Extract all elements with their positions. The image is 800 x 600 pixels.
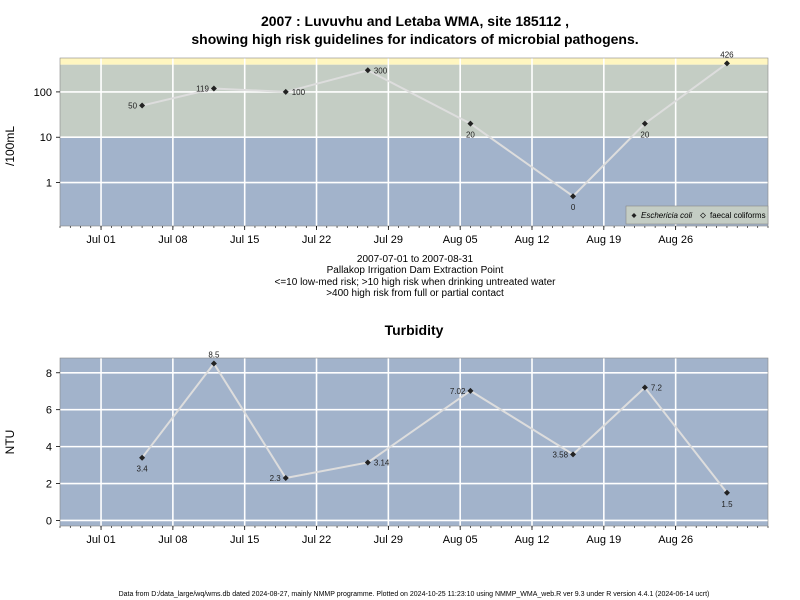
x-tick-label: Jul 29 bbox=[374, 534, 403, 546]
chart1-title-line2: showing high risk guidelines for indicat… bbox=[191, 31, 638, 47]
data-point bbox=[723, 489, 730, 496]
x-tick-label: Aug 19 bbox=[586, 234, 621, 246]
chart2-points bbox=[139, 360, 730, 496]
x-tick-label: Aug 19 bbox=[586, 534, 621, 546]
data-label: 8.5 bbox=[208, 351, 220, 360]
chart2-background bbox=[60, 358, 768, 526]
x-tick-label: Aug 12 bbox=[515, 534, 550, 546]
y-tick-label: 100 bbox=[34, 87, 52, 99]
plot-frame bbox=[59, 57, 769, 227]
data-label: 300 bbox=[374, 66, 388, 75]
chart2-series-line bbox=[141, 361, 728, 494]
data-label: 3.14 bbox=[374, 458, 390, 467]
series-line bbox=[141, 361, 728, 494]
chart2-y-axis: 0 2 4 6 8 bbox=[46, 368, 60, 527]
x-tick-label: Jul 29 bbox=[374, 234, 403, 246]
series-line bbox=[141, 62, 728, 198]
chart2-data-labels: 3.4 8.5 2.3 3.14 7.02 3.58 7.2 1.5 bbox=[137, 351, 734, 509]
data-point bbox=[641, 384, 648, 391]
plot-frame bbox=[59, 357, 769, 527]
footer-note: Data from D:/data_large/wq/wms.db dated … bbox=[119, 591, 710, 598]
y-tick-label: 4 bbox=[46, 442, 52, 454]
data-point bbox=[282, 475, 289, 481]
x-tick-label: Jul 22 bbox=[302, 534, 331, 546]
x-tick-label: Jul 22 bbox=[302, 234, 331, 246]
data-label: 1.5 bbox=[721, 500, 733, 509]
legend-entry-ecoli: Eschericia coli bbox=[641, 211, 692, 220]
y-tick-label: 1 bbox=[46, 178, 52, 190]
data-point bbox=[364, 67, 371, 74]
chart2-y-axis-label: NTU bbox=[3, 430, 17, 455]
x-tick-label: Aug 05 bbox=[443, 534, 478, 546]
x-tick-label: Aug 12 bbox=[515, 234, 550, 246]
y-tick-label: 6 bbox=[46, 405, 52, 417]
chart1-site-name: Pallakop Irrigation Dam Extraction Point bbox=[327, 265, 504, 276]
chart1-points bbox=[139, 60, 730, 200]
plot-area bbox=[60, 358, 768, 526]
chart1-series-line bbox=[141, 62, 728, 198]
x-tick-label: Jul 01 bbox=[86, 234, 115, 246]
data-label: 7.2 bbox=[651, 384, 663, 393]
y-tick-label: 8 bbox=[46, 368, 52, 380]
legend-marker-faecal bbox=[700, 212, 706, 219]
chart1-y-axis-label: /100mL bbox=[3, 126, 17, 166]
data-label: 20 bbox=[466, 131, 475, 140]
chart1-x-axis: Jul 01 Jul 08 Jul 15 Jul 22 Jul 29 Aug 05 Aug … bbox=[59, 226, 769, 246]
data-label: 100 bbox=[292, 88, 306, 97]
chart1-background bbox=[60, 58, 768, 226]
data-point bbox=[467, 387, 474, 394]
chart1-risk-note-1: <=10 low-med risk; >10 high risk when dr… bbox=[275, 277, 557, 288]
x-tick-label: Jul 01 bbox=[86, 534, 115, 546]
data-point bbox=[723, 60, 730, 67]
chart2-title: Turbidity bbox=[385, 322, 444, 338]
x-tick-label: Jul 15 bbox=[230, 234, 259, 246]
data-label: 119 bbox=[196, 84, 209, 93]
chart2-grid bbox=[59, 357, 769, 527]
data-point bbox=[210, 360, 217, 367]
risk-band-2 bbox=[60, 58, 768, 65]
chart1-date-range: 2007-07-01 to 2007-08-31 bbox=[357, 254, 474, 265]
x-tick-label: Jul 08 bbox=[158, 534, 187, 546]
data-label: 426 bbox=[720, 50, 734, 59]
data-point bbox=[139, 102, 146, 109]
data-label: 50 bbox=[128, 102, 137, 111]
chart1-data-labels: 50 119 100 300 20 0 20 426 bbox=[128, 50, 734, 212]
x-tick-label: Aug 26 bbox=[658, 234, 693, 246]
data-label: 20 bbox=[640, 131, 649, 140]
data-point bbox=[570, 451, 577, 458]
chart1-grid bbox=[59, 57, 769, 227]
y-tick-label: 0 bbox=[46, 515, 52, 527]
data-point bbox=[364, 459, 371, 466]
data-label: 3.58 bbox=[552, 450, 568, 459]
risk-band-1 bbox=[60, 64, 768, 138]
chart1-title: 2007 : Luvuvhu and Letaba WMA, site 1851… bbox=[261, 13, 569, 29]
y-tick-label: 2 bbox=[46, 479, 52, 491]
data-point bbox=[570, 193, 577, 200]
data-point bbox=[467, 120, 474, 127]
data-point bbox=[641, 120, 648, 127]
data-label: 0 bbox=[571, 203, 576, 212]
legend-entry-faecal: faecal coliforms bbox=[710, 211, 766, 220]
x-tick-label: Aug 05 bbox=[443, 234, 478, 246]
data-point bbox=[210, 85, 217, 92]
chart1-risk-note-2: >400 high risk from full or partial cont… bbox=[326, 288, 504, 299]
y-tick-label: 10 bbox=[40, 132, 52, 144]
x-tick-label: Jul 08 bbox=[158, 234, 187, 246]
chart1-legend: Eschericia coli faecal coliforms bbox=[625, 205, 769, 225]
chart2-x-axis: Jul 01 Jul 08 Jul 15 Jul 22 Jul 29 Aug 05 Aug … bbox=[59, 526, 769, 546]
legend-marker-ecoli bbox=[631, 213, 637, 218]
legend-box bbox=[625, 205, 769, 225]
data-point bbox=[139, 454, 146, 461]
data-label: 7.02 bbox=[450, 387, 466, 396]
data-point bbox=[282, 88, 289, 95]
x-tick-label: Jul 15 bbox=[230, 534, 259, 546]
data-label: 2.3 bbox=[270, 474, 282, 483]
chart1-y-axis: 1 10 100 bbox=[34, 87, 60, 190]
data-label: 3.4 bbox=[137, 465, 149, 474]
x-tick-label: Aug 26 bbox=[658, 534, 693, 546]
